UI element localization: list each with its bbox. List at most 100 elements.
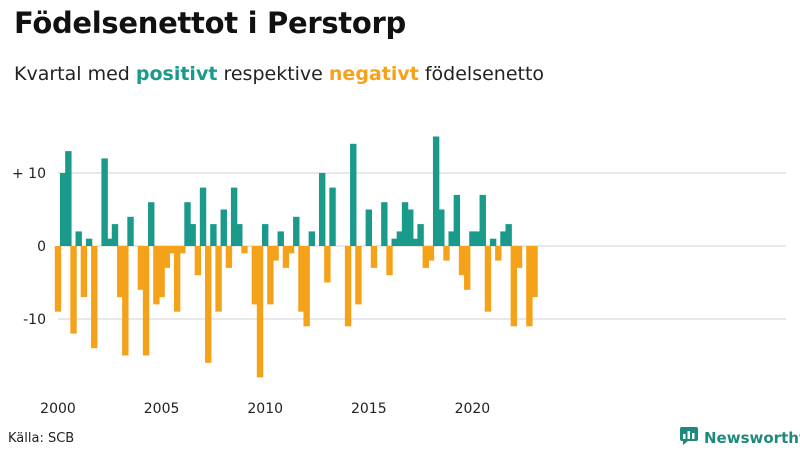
bar [298, 246, 305, 312]
bar [464, 246, 471, 290]
bar [158, 246, 165, 298]
bar [458, 246, 466, 276]
bar [381, 202, 388, 246]
bar [168, 246, 176, 254]
bar [85, 238, 93, 246]
bars [54, 136, 538, 378]
bar [65, 151, 72, 246]
bar [220, 209, 227, 246]
bar [401, 202, 409, 246]
bar [500, 231, 507, 246]
bar [495, 246, 502, 261]
y-tick-label: + 10 [12, 166, 46, 182]
newsworthy-logo-icon [680, 427, 698, 449]
bar [184, 202, 191, 246]
bar [287, 246, 295, 254]
bar [256, 246, 264, 378]
chart-subtitle: Kvartal med positivt respektive negativt… [14, 63, 544, 85]
subtitle-positive: positivt [135, 63, 218, 85]
subtitle-after: födelsenetto [418, 63, 545, 85]
bar [116, 246, 124, 298]
bar [365, 209, 372, 246]
bar [417, 224, 424, 246]
bar [427, 246, 435, 261]
bar [106, 238, 113, 246]
chart-title: Födelsenettot i Perstorp [14, 6, 406, 40]
bar [324, 246, 331, 283]
bar [91, 246, 98, 349]
bar [75, 231, 82, 246]
subtitle-before: Kvartal med [14, 63, 136, 85]
bar [438, 209, 445, 246]
x-tick-label: 2015 [351, 401, 387, 417]
bar [153, 246, 160, 305]
bar [474, 231, 481, 246]
bar [179, 246, 186, 254]
bar [407, 209, 414, 246]
bar [272, 246, 279, 261]
x-tick-label: 2020 [455, 401, 491, 417]
bar [308, 231, 316, 246]
bar [225, 246, 233, 268]
bar [236, 224, 243, 246]
bar [267, 246, 274, 305]
bar [484, 246, 492, 312]
bar [391, 238, 398, 246]
bar [80, 246, 88, 298]
y-axis-labels: + 10 0 -10 [12, 166, 46, 328]
bar [526, 246, 533, 327]
bar [531, 246, 538, 298]
bar [469, 231, 476, 246]
bar [432, 136, 440, 246]
bar [370, 246, 378, 268]
bar [59, 173, 67, 246]
x-tick-label: 2005 [144, 401, 180, 417]
bar [230, 187, 238, 246]
bar [303, 246, 310, 327]
brand-logo: Newsworthy [680, 427, 800, 449]
bar [205, 246, 212, 363]
bar [127, 216, 134, 246]
x-axis-labels: 2000 2005 2010 2015 2020 [40, 401, 490, 417]
y-tick-label: -10 [23, 312, 46, 328]
bar [505, 224, 512, 246]
bar [142, 246, 150, 356]
bar [350, 143, 357, 246]
bar [282, 246, 290, 268]
bar [453, 194, 461, 246]
bar [54, 246, 62, 312]
bar [293, 216, 300, 246]
bar [148, 202, 155, 246]
source-label: Källa: SCB [8, 431, 75, 446]
bar [101, 158, 108, 246]
bar [329, 187, 336, 246]
bar [422, 246, 429, 268]
bar [262, 224, 269, 246]
bar [241, 246, 248, 254]
subtitle-negative: negativt [328, 63, 419, 85]
bar [443, 246, 450, 261]
bar [215, 246, 222, 312]
y-tick-label: 0 [37, 239, 46, 255]
bar [173, 246, 181, 312]
bar [515, 246, 523, 268]
subtitle-middle: respektive [217, 63, 329, 85]
bar [277, 231, 284, 246]
bar [251, 246, 259, 305]
bar [189, 224, 196, 246]
bar [510, 246, 518, 327]
bar [448, 231, 455, 246]
bar [210, 224, 217, 246]
brand-name: Newsworthy [704, 429, 800, 447]
bar [137, 246, 145, 290]
bar [163, 246, 170, 268]
bar [386, 246, 393, 276]
x-tick-label: 2010 [247, 401, 283, 417]
bar [355, 246, 362, 305]
bar [70, 246, 77, 334]
bar [318, 173, 326, 246]
bar [122, 246, 129, 356]
bar [396, 231, 404, 246]
bar [344, 246, 352, 327]
